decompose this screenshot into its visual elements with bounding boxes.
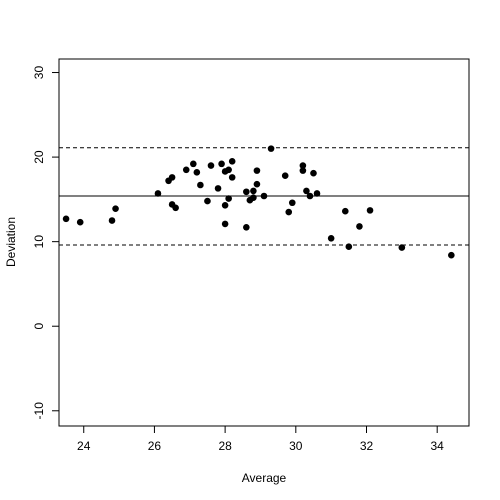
data-point bbox=[250, 187, 257, 195]
data-point bbox=[154, 190, 162, 197]
data-point bbox=[172, 204, 179, 212]
plot-frame bbox=[58, 58, 470, 427]
data-point bbox=[310, 169, 317, 177]
data-point bbox=[190, 160, 197, 168]
x-tick-label: 24 bbox=[77, 439, 91, 453]
data-point bbox=[288, 199, 296, 207]
y-tick-label: 30 bbox=[32, 66, 46, 80]
x-tick-label: 28 bbox=[218, 439, 232, 453]
data-point bbox=[253, 167, 261, 174]
data-point bbox=[281, 172, 289, 179]
x-tick-label: 34 bbox=[431, 439, 445, 453]
data-point bbox=[225, 166, 232, 174]
y-tick-label: 0 bbox=[32, 323, 46, 330]
data-point bbox=[76, 218, 84, 226]
data-point bbox=[243, 223, 250, 231]
y-tick-label: 10 bbox=[32, 235, 46, 249]
data-point bbox=[182, 166, 190, 174]
x-tick-label: 32 bbox=[360, 439, 374, 453]
y-axis: -10 0 10 20 30 bbox=[32, 66, 60, 420]
data-point bbox=[207, 162, 215, 169]
data-point bbox=[214, 185, 222, 192]
data-point bbox=[299, 162, 307, 169]
data-point bbox=[313, 190, 321, 197]
data-point bbox=[193, 169, 201, 176]
data-point bbox=[253, 180, 261, 188]
data-point bbox=[221, 201, 229, 209]
data-point bbox=[204, 197, 211, 205]
y-tick-label: 20 bbox=[32, 150, 46, 164]
data-point bbox=[112, 205, 119, 212]
data-point bbox=[303, 187, 310, 195]
x-axis: 24 26 28 30 32 34 bbox=[77, 425, 445, 453]
data-point bbox=[267, 145, 275, 152]
data-point bbox=[299, 167, 307, 174]
data-point bbox=[366, 207, 374, 214]
data-point bbox=[448, 251, 455, 259]
data-point bbox=[243, 188, 250, 196]
data-point bbox=[306, 192, 314, 200]
data-point bbox=[356, 223, 363, 230]
data-point bbox=[221, 220, 229, 228]
y-axis-title: Deviation bbox=[4, 217, 18, 267]
data-point bbox=[398, 244, 406, 251]
data-point bbox=[327, 234, 335, 242]
data-point bbox=[228, 158, 236, 165]
x-tick-label: 26 bbox=[148, 439, 162, 453]
data-point bbox=[260, 192, 268, 200]
data-points bbox=[62, 145, 455, 259]
data-point bbox=[218, 160, 225, 168]
x-tick-label: 30 bbox=[289, 439, 303, 453]
data-point bbox=[341, 207, 349, 215]
data-point bbox=[250, 194, 257, 201]
data-point bbox=[345, 243, 353, 251]
data-point bbox=[168, 174, 176, 181]
data-point bbox=[228, 174, 236, 181]
data-point bbox=[62, 215, 70, 223]
data-point bbox=[108, 217, 116, 224]
y-tick-label: -10 bbox=[32, 402, 46, 420]
data-point bbox=[197, 181, 204, 189]
data-point bbox=[225, 195, 232, 202]
x-axis-title: Average bbox=[242, 471, 287, 485]
data-point bbox=[285, 208, 293, 216]
